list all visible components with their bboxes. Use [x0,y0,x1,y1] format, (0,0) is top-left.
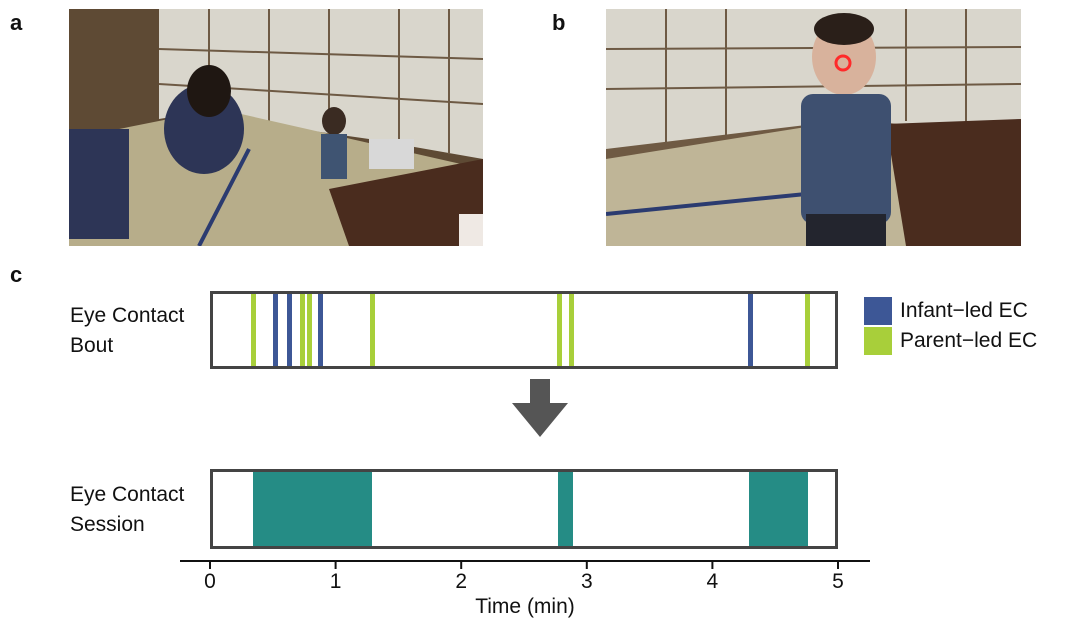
legend-label-parent-led: Parent−led EC [900,329,1038,352]
x-tick-label-2: 2 [455,570,467,593]
x-tick-label-4: 4 [707,570,719,593]
eye-contact-session-track [210,469,838,549]
legend-item-infant-led: Infant−led EC [864,297,1028,325]
eye-contact-bout-10 [747,294,753,366]
legend-item-parent-led: Parent−led EC [864,327,1037,355]
eye-contact-bout-4 [300,294,306,366]
eye-contact-bout-1 [251,294,257,366]
eye-contact-bout-3 [286,294,292,366]
legend-swatch-parent-led [864,327,892,355]
legend-swatch-infant-led [864,297,892,325]
panel-label-c: c [10,262,23,287]
eye-contact-bout-5 [306,294,312,366]
eye-contact-session-3 [748,472,808,546]
eye-contact-bout-8 [556,294,562,366]
bout-row-label-line2: Bout [70,334,114,357]
x-axis-label: Time (min) [475,595,575,618]
x-tick-label-3: 3 [581,570,593,593]
eye-contact-bout-11 [805,294,811,366]
eye-contact-bout-7 [369,294,375,366]
infant-parent-room-photo [69,9,483,246]
session-row-label: Eye Contact Session [70,480,184,540]
session-row-label-line2: Session [70,513,145,536]
panel-label-a: a [10,10,23,35]
bout-row-label: Eye Contact Bout [70,301,184,361]
eye-contact-bout-2 [272,294,278,366]
legend-label-infant-led: Infant−led EC [900,299,1028,322]
eye-contact-bout-6 [318,294,324,366]
infant-closeup-gaze-photo [606,9,1021,246]
x-tick-label-5: 5 [832,570,844,593]
eye-contact-bout-track [210,291,838,369]
bout-row-label-line1: Eye Contact [70,304,185,327]
x-tick-label-0: 0 [204,570,216,593]
x-tick-label-1: 1 [330,570,342,593]
eye-contact-bout-9 [569,294,575,366]
panel-label-b: b [552,10,566,35]
eye-contact-session-1 [252,472,373,546]
down-arrow-icon [512,379,568,437]
session-row-label-line1: Eye Contact [70,483,185,506]
eye-contact-session-2 [557,472,573,546]
time-axis: 0 1 2 3 4 5 Time (min) [180,560,870,618]
